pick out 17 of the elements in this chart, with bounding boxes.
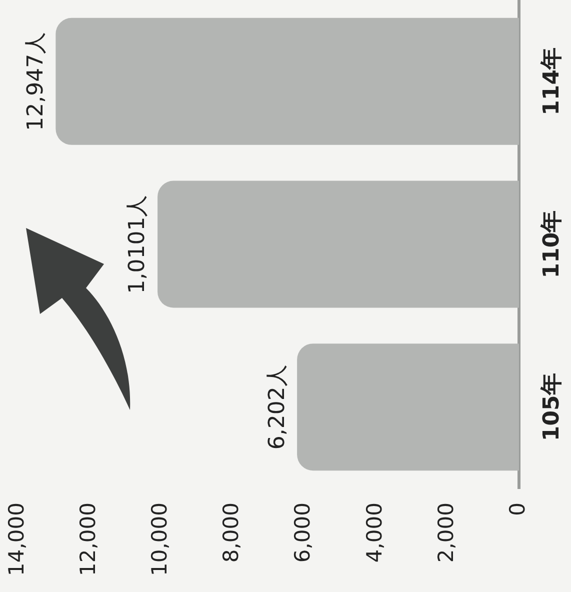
x-tick-label: 6,000 <box>290 502 315 563</box>
y-tick-label: 114年 <box>540 47 565 116</box>
data-label: 1,0101人 <box>125 194 150 294</box>
x-tick-label: 10,000 <box>148 502 172 576</box>
bar <box>56 18 519 145</box>
bar <box>158 180 519 308</box>
data-label: 6,202人 <box>264 364 290 450</box>
x-tick-label: 8,000 <box>219 502 244 563</box>
x-tick-label: 2,000 <box>434 502 458 563</box>
x-tick-label: 14,000 <box>4 502 28 576</box>
y-tick-label: 105年 <box>540 373 565 442</box>
x-tick-label: 12,000 <box>76 502 100 576</box>
bar <box>297 344 519 471</box>
y-tick-label: 110年 <box>540 210 565 278</box>
x-tick-label: 4,000 <box>362 502 386 563</box>
data-label: 12,947人 <box>23 32 48 131</box>
x-tick-label: 0 <box>505 502 530 516</box>
